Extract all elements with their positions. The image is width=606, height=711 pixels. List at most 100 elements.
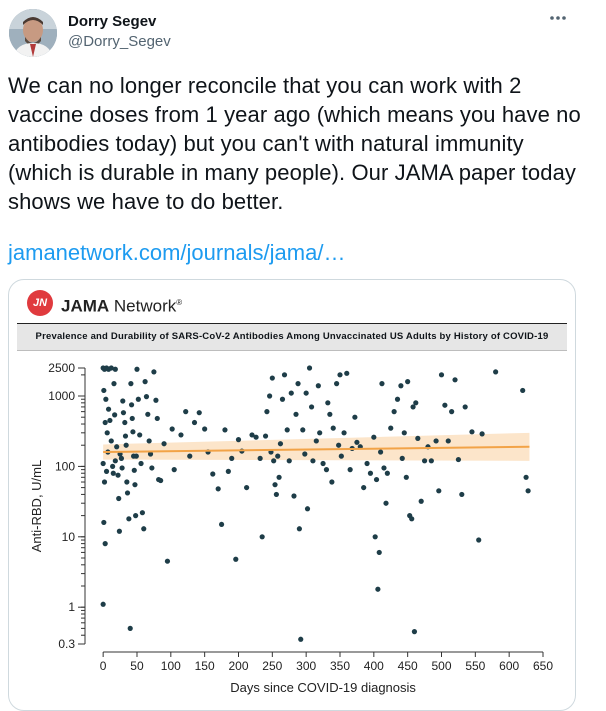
data-point <box>381 465 387 471</box>
data-point <box>104 430 110 436</box>
data-point <box>284 427 290 433</box>
x-tick-label: 450 <box>398 659 418 673</box>
data-point <box>187 453 193 459</box>
data-point <box>279 396 286 402</box>
data-point <box>399 455 405 461</box>
data-point <box>107 417 113 424</box>
x-tick-label: 500 <box>431 659 451 673</box>
data-point <box>445 438 451 444</box>
y-axis-title: Anti-RBD, U/mL <box>29 460 44 552</box>
data-point <box>171 467 177 473</box>
data-point <box>164 558 171 564</box>
more-options-button[interactable] <box>548 8 582 42</box>
data-point <box>133 513 139 519</box>
data-point <box>108 365 114 371</box>
x-tick-label: 600 <box>499 659 519 673</box>
data-point <box>391 409 397 415</box>
x-tick-label: 100 <box>161 659 181 673</box>
data-point <box>334 381 340 387</box>
data-point <box>120 410 127 416</box>
data-point <box>249 432 255 438</box>
data-point <box>352 414 358 420</box>
publisher-name-bold: JAMA <box>61 296 110 316</box>
data-point <box>139 510 145 516</box>
y-tick-label: 10 <box>62 530 76 544</box>
data-point <box>271 458 277 464</box>
x-tick-label: 0 <box>100 659 107 673</box>
article-link[interactable]: jamanetwork.com/journals/jama/… <box>8 240 346 265</box>
data-point <box>116 495 122 502</box>
x-tick-label: 150 <box>195 659 215 673</box>
data-point <box>269 375 275 381</box>
data-point <box>154 415 160 422</box>
data-point <box>105 406 112 412</box>
data-point <box>367 470 374 476</box>
data-point <box>308 404 315 410</box>
data-point <box>124 479 130 485</box>
data-point <box>108 438 114 444</box>
data-point <box>124 490 131 496</box>
link-preview-card[interactable]: JN JAMA Network® Prevalence and Durabili… <box>8 279 576 711</box>
data-point <box>303 390 309 396</box>
data-point <box>469 429 475 435</box>
data-point <box>183 409 189 415</box>
data-point <box>103 468 110 474</box>
data-point <box>317 430 323 436</box>
data-point <box>128 402 135 408</box>
data-point <box>225 468 231 474</box>
data-point <box>479 431 485 437</box>
data-point <box>218 521 225 528</box>
data-point <box>330 425 336 431</box>
data-point <box>102 419 108 426</box>
author-display-name[interactable]: Dorry Segev <box>68 13 157 30</box>
data-point <box>267 393 273 399</box>
data-point <box>100 460 106 467</box>
data-point <box>119 465 125 471</box>
x-tick-label: 50 <box>130 659 144 673</box>
data-point <box>379 381 385 387</box>
data-point <box>373 476 380 483</box>
data-point <box>112 458 118 464</box>
data-point <box>428 458 434 464</box>
data-point <box>277 441 284 447</box>
y-tick-label: 1 <box>68 600 75 614</box>
data-point <box>375 586 381 592</box>
data-point <box>520 387 526 394</box>
data-point <box>153 397 159 403</box>
x-tick-label: 350 <box>330 659 350 673</box>
data-point <box>120 398 126 404</box>
data-point <box>409 516 415 522</box>
author-handle[interactable]: @Dorry_Segev <box>68 33 171 50</box>
data-point <box>262 433 269 439</box>
data-point <box>143 394 150 400</box>
data-point <box>286 458 292 464</box>
data-point <box>126 516 132 522</box>
publisher-name-rest: Network <box>109 296 177 316</box>
axis-layer <box>78 367 544 657</box>
data-point <box>371 434 377 440</box>
data-point <box>100 601 106 607</box>
data-point <box>323 467 330 473</box>
data-point <box>398 383 404 389</box>
data-point <box>410 404 416 410</box>
y-tick-label: 100 <box>55 459 75 473</box>
trend-line <box>103 445 530 454</box>
data-point <box>413 400 419 406</box>
data-point <box>459 491 465 498</box>
data-point <box>101 519 107 526</box>
data-point <box>229 455 235 461</box>
data-point <box>383 500 389 506</box>
author-avatar[interactable] <box>9 9 57 57</box>
avatar-image <box>9 9 57 57</box>
data-point <box>146 438 152 444</box>
data-point <box>149 465 155 471</box>
data-point <box>151 369 157 375</box>
data-point <box>302 451 308 457</box>
data-point <box>433 438 439 444</box>
scatter-chart: 0.3 1 10 100 1000 2500 0 50 100 150 200 250 300 350 40… <box>29 361 553 695</box>
data-point <box>525 488 531 494</box>
data-point <box>327 411 333 417</box>
data-point <box>161 441 167 447</box>
data-point <box>384 470 390 476</box>
data-point <box>329 479 335 485</box>
